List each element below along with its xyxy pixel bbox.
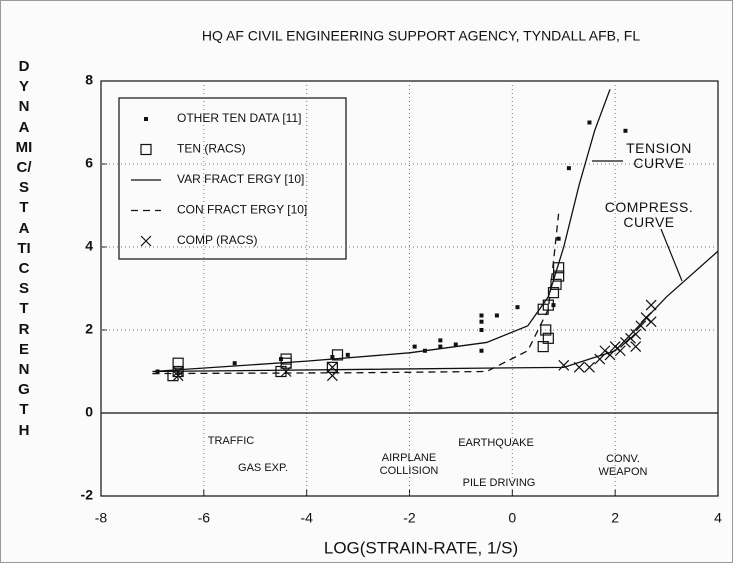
annotation: EARTHQUAKE [458, 437, 534, 449]
data-point [599, 345, 611, 357]
data-point [326, 361, 338, 373]
data-point [494, 313, 499, 318]
data-point [623, 128, 628, 133]
x-tick-label: -6 [198, 510, 211, 526]
data-point [438, 338, 443, 343]
data-point [594, 353, 606, 365]
data-point [630, 328, 642, 340]
data-point [438, 344, 443, 349]
data-point [573, 361, 585, 373]
data-point [453, 342, 458, 347]
annotation: AIRPLANE COLLISION [379, 452, 439, 477]
data-point [232, 361, 237, 366]
data-point [630, 341, 642, 353]
y-tick-label: -2 [81, 487, 94, 503]
data-point [280, 366, 292, 377]
legend-swatch [140, 143, 152, 156]
y-tick-label: 8 [85, 72, 93, 88]
data-point [635, 320, 647, 332]
x-axis-label: LOG(STRAIN-RATE, 1/S) [324, 538, 518, 557]
data-point [172, 357, 184, 369]
data-point [640, 312, 652, 323]
series-line [152, 89, 719, 373]
data-point [609, 341, 621, 353]
data-point [542, 332, 554, 344]
data-point [326, 361, 338, 373]
y-axis-label: DYNAMIC/STATIC STRENGTH [15, 58, 34, 439]
data-point [558, 359, 570, 371]
annotation: TENSION CURVE [626, 140, 692, 171]
data-point [547, 287, 560, 299]
leader-line [660, 228, 683, 282]
data-point [326, 370, 338, 382]
annotation: CONV. WEAPON [598, 453, 648, 478]
data-point [479, 348, 484, 353]
y-tick-label: 2 [85, 321, 93, 337]
data-point [479, 319, 484, 324]
data-point [479, 328, 484, 332]
series-line [152, 213, 560, 375]
y-tick-label: 6 [85, 155, 93, 171]
data-point [550, 278, 562, 290]
x-tick-label: -8 [95, 510, 108, 526]
legend-label: VAR FRACT ERGY [10] [177, 172, 304, 186]
annotation: COMPRESS. CURVE [604, 199, 694, 230]
annotation: PILE DRIVING [462, 477, 536, 489]
x-tick-label: 4 [714, 510, 722, 526]
legend-swatch [144, 117, 148, 121]
data-point [515, 305, 520, 310]
data-point [645, 299, 657, 311]
data-point [614, 345, 626, 357]
data-point [412, 344, 417, 349]
legend-box [118, 97, 347, 260]
data-point [625, 332, 637, 344]
annotation: GAS EXP. [238, 462, 288, 474]
data-point [345, 352, 350, 357]
legend-label: COMP (RACS) [177, 233, 257, 247]
legend-label: TEN (RACS) [177, 142, 246, 156]
annotation: TRAFFIC [207, 435, 255, 447]
y-tick-label: 4 [85, 238, 93, 254]
legend-label: OTHER TEN DATA [11] [177, 111, 301, 125]
chart-title: HQ AF CIVIL ENGINEERING SUPPORT AGENCY, … [202, 28, 640, 44]
data-point [553, 270, 565, 282]
data-point [479, 313, 484, 318]
legend-swatch [140, 235, 152, 247]
x-tick-label: 2 [611, 510, 619, 526]
x-tick-label: -2 [403, 510, 416, 526]
data-point [587, 120, 592, 125]
data-point [172, 370, 184, 382]
legend-label: CON FRACT ERGY [10] [177, 203, 307, 217]
x-tick-label: 0 [508, 510, 516, 526]
data-point [566, 166, 571, 171]
x-tick-label: -4 [300, 510, 313, 526]
data-point [540, 324, 552, 336]
data-point [645, 316, 657, 328]
data-point [620, 337, 631, 348]
y-tick-label: 0 [85, 404, 93, 420]
data-point [604, 349, 616, 361]
data-point [331, 349, 344, 361]
data-point [556, 236, 561, 241]
data-point [584, 361, 595, 373]
data-point [172, 366, 184, 377]
